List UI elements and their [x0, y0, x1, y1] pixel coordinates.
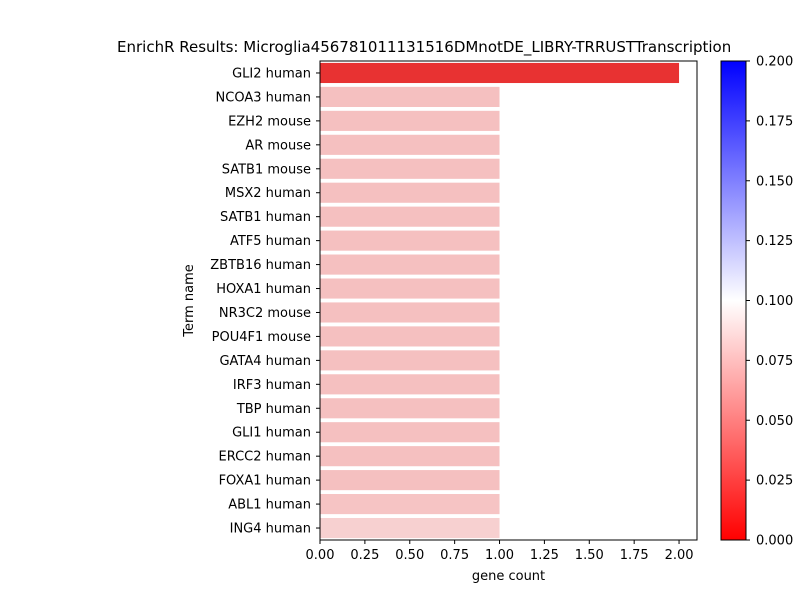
colorbar-tick-label: 0.175 [756, 114, 793, 129]
x-tick-label: 0.00 [306, 548, 335, 563]
bar [320, 110, 500, 131]
y-tick-label: GLI1 human [232, 426, 311, 441]
bar [320, 350, 500, 371]
x-axis-label: gene count [472, 569, 545, 584]
y-tick-label: GATA4 human [219, 354, 311, 369]
bar [320, 302, 500, 323]
colorbar-ticks: 0.000 0.025 0.050 0.075 0.100 0.125 0.150 0.175… [746, 55, 793, 549]
bar [320, 134, 500, 155]
colorbar-tick-label: 0.050 [756, 414, 793, 429]
bar [320, 470, 500, 491]
y-tick-label: NCOA3 human [216, 90, 311, 105]
x-tick-label: 1.00 [485, 548, 514, 563]
bar [320, 278, 500, 299]
chart-title: EnrichR Results: Microglia45678101113151… [117, 38, 731, 57]
x-tick-label: 0.50 [395, 548, 424, 563]
y-tick-label: NR3C2 mouse [219, 306, 311, 321]
y-tick-label: SATB1 human [220, 210, 311, 225]
bar [320, 326, 500, 347]
bar [320, 62, 680, 84]
bar [320, 158, 500, 179]
y-tick-label: EZH2 mouse [228, 114, 311, 129]
y-tick-label: ABL1 human [228, 498, 311, 513]
bar [320, 182, 500, 203]
bars-group [320, 62, 680, 539]
colorbar-tick-label: 0.075 [756, 354, 793, 369]
y-tick-label: TBP human [236, 402, 311, 417]
x-tick-label: 0.75 [440, 548, 469, 563]
bar [320, 422, 500, 443]
colorbar-tick-label: 0.125 [756, 234, 793, 249]
x-tick-label: 1.25 [530, 548, 559, 563]
colorbar-tick-label: 0.000 [756, 534, 793, 549]
colorbar-tick-label: 0.100 [756, 294, 793, 309]
x-tick-label: 1.75 [620, 548, 649, 563]
y-tick-label: ING4 human [230, 522, 311, 537]
colorbar-tick-label: 0.025 [756, 474, 793, 489]
bar [320, 517, 500, 539]
y-tick-label: AR mouse [245, 138, 311, 153]
y-axis-label: Term name [182, 264, 197, 338]
x-tick-label: 2.00 [665, 548, 694, 563]
bar [320, 230, 500, 251]
y-tick-label: POU4F1 mouse [212, 330, 311, 345]
bar [320, 254, 500, 275]
y-tick-label: IRF3 human [233, 378, 311, 393]
y-tick-label: ZBTB16 human [210, 258, 311, 273]
colorbar [720, 60, 747, 541]
y-tick-labels: GLI2 human NCOA3 human EZH2 mouse AR mouse S… [210, 66, 320, 537]
x-tick-label: 1.50 [575, 548, 604, 563]
x-ticks: 0.00 0.25 0.50 0.75 1.00 1.25 1.50 1.75 2.00 [306, 540, 694, 563]
bar [320, 494, 500, 515]
bar [320, 446, 500, 467]
y-tick-label: GLI2 human [232, 66, 311, 81]
bar [320, 374, 500, 395]
y-tick-label: FOXA1 human [219, 474, 311, 489]
bar [320, 206, 500, 227]
bar [320, 86, 500, 107]
bar [320, 398, 500, 419]
y-tick-label: HOXA1 human [216, 282, 311, 297]
colorbar-tick-label: 0.150 [756, 174, 793, 189]
x-tick-label: 0.25 [350, 548, 379, 563]
y-tick-label: SATB1 mouse [222, 162, 311, 177]
y-tick-label: ATF5 human [230, 234, 311, 249]
plot-frame [319, 60, 698, 541]
colorbar-tick-label: 0.200 [756, 55, 793, 70]
y-tick-label: ERCC2 human [218, 450, 311, 465]
y-tick-label: MSX2 human [225, 186, 311, 201]
